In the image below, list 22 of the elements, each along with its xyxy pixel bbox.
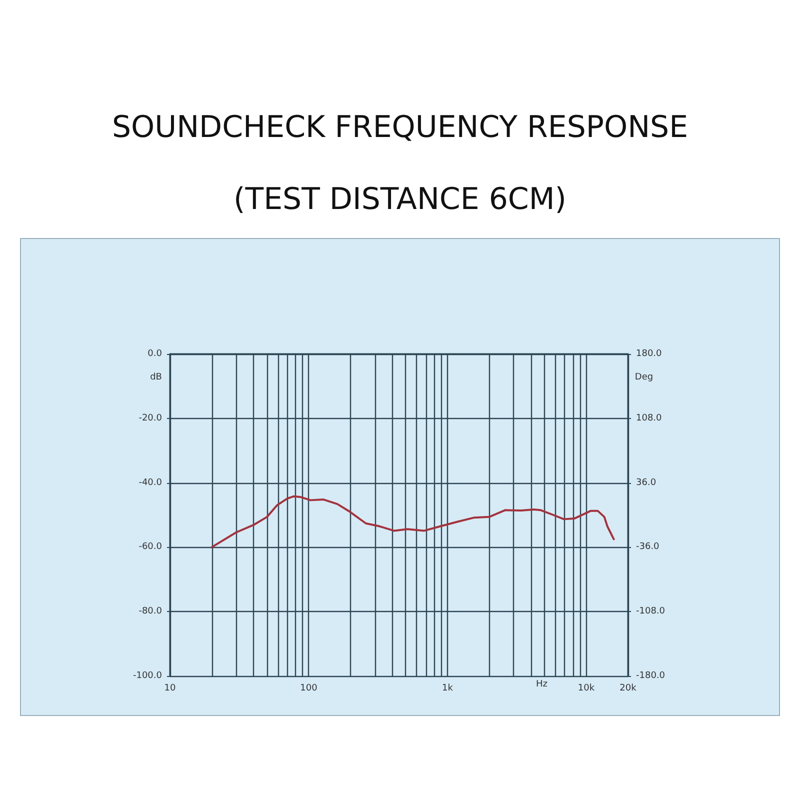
- x-tick-label: 100: [300, 684, 318, 694]
- x-axis-title: Hz: [536, 680, 548, 690]
- y2-tick-label: -108.0: [636, 606, 666, 617]
- y2-tick-label: -36.0: [636, 542, 660, 552]
- x-tick-label: 1k: [442, 684, 454, 694]
- y-tick-label: 0.0: [148, 349, 162, 359]
- y-tick-label: -20.0: [138, 413, 162, 424]
- x-tick-label: 20k: [620, 684, 638, 694]
- y2-tick-label: 180.0: [636, 349, 662, 359]
- y-tick-label: -40.0: [138, 478, 162, 488]
- y2-axis-title: Deg: [634, 372, 654, 382]
- y2-tick-label: -180.0: [636, 671, 666, 681]
- chart-subtitle: (TEST DISTANCE 6CM): [232, 181, 568, 219]
- y-tick-label: -60.0: [138, 542, 162, 552]
- x-tick-label: 10k: [578, 684, 596, 694]
- y-tick-label: -100.0: [132, 671, 162, 681]
- y2-tick-label: 36.0: [636, 478, 656, 488]
- y-tick-label: -80.0: [138, 606, 162, 617]
- x-tick-label: 10: [164, 684, 176, 694]
- chart-title: SOUNDCHECK FREQUENCY RESPONSE: [110, 109, 690, 147]
- y-axis-title: dB: [150, 372, 162, 382]
- y2-tick-label: 108.0: [636, 413, 662, 424]
